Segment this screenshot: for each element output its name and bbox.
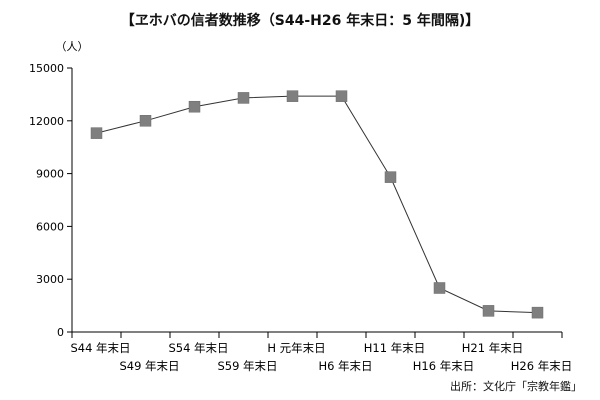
data-point [335, 90, 348, 102]
y-tick-label: 6000 [36, 220, 64, 233]
data-point [139, 115, 152, 127]
y-tick-label: 0 [57, 326, 64, 339]
x-tick-label: S44 年末日 [70, 341, 130, 355]
data-point [433, 282, 446, 294]
axes [71, 68, 562, 333]
data-point [531, 306, 544, 319]
data-point [188, 100, 201, 113]
y-tick-label: 12000 [29, 115, 64, 128]
y-tick-label: 15000 [29, 62, 64, 75]
data-point [90, 127, 103, 139]
x-tick-label: H26 年末日 [511, 359, 572, 373]
y-ticks: 0 3000 6000 9000 12000 15000 [29, 62, 72, 339]
source-note: 出所：文化庁「宗教年鑑」 [450, 380, 582, 393]
x-tick-label: S49 年末日 [119, 359, 179, 373]
x-tick-label: H21 年末日 [462, 341, 523, 355]
y-unit-label: （人） [56, 40, 89, 53]
x-tick-label: H6 年末日 [318, 359, 372, 373]
x-tick-label: S54 年末日 [168, 341, 228, 355]
chart-title: 【ヱホバの信者数推移（S44-H26 年末日：5 年間隔)】 [120, 13, 480, 29]
x-tick-label: H 元年末日 [267, 341, 325, 355]
x-ticks: S44 年末日 S49 年末日 S54 年末日 S59 年末日 H 元年末日 H6 年末日… [70, 332, 572, 373]
y-tick-label: 9000 [36, 168, 64, 181]
data-point [384, 171, 397, 183]
data-point [286, 90, 299, 102]
x-tick-label: H16 年末日 [413, 359, 474, 373]
data-point [482, 305, 495, 317]
x-tick-label: S59 年末日 [217, 359, 277, 373]
x-tick-label: H11 年末日 [364, 341, 425, 355]
y-tick-label: 3000 [36, 273, 64, 286]
series-line [96, 95, 538, 314]
data-point [237, 92, 250, 104]
series [90, 90, 544, 319]
